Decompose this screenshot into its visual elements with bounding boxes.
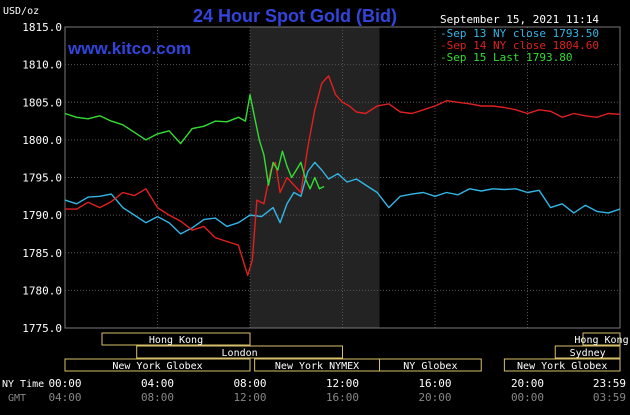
- y-tick-label: 1775.0: [22, 322, 62, 335]
- y-tick-label: 1785.0: [22, 247, 62, 260]
- ny-time-tick: 04:00: [141, 377, 174, 390]
- brand-watermark: www.kitco.com: [67, 39, 191, 58]
- market-label: New York Globex: [517, 361, 607, 372]
- legend-entry-sep15: -Sep 15 Last 1793.80: [440, 51, 572, 64]
- ny-time-label: NY Time: [2, 379, 44, 390]
- market-box: [379, 358, 482, 372]
- gmt-time-tick: 00:00: [511, 391, 544, 404]
- market-box: [101, 332, 251, 346]
- market-label: NY Globex: [403, 361, 457, 372]
- market-box: [503, 358, 621, 372]
- gmt-time-tick: 12:00: [233, 391, 266, 404]
- y-tick-label: 1795.0: [22, 172, 62, 185]
- legend-box: [437, 10, 622, 67]
- market-sessions: Hong Kong Hong Kong London Sydney New York G…: [64, 332, 629, 372]
- legend-timestamp: September 15, 2021 11:14: [440, 13, 599, 26]
- market-box: [554, 345, 621, 359]
- market-label: Hong Kong: [149, 335, 203, 346]
- y-tick-label: 1790.0: [22, 209, 62, 222]
- gmt-time-tick: 04:00: [48, 391, 81, 404]
- ny-time-tick: 16:00: [418, 377, 451, 390]
- plot-area: 1775.0 1780.0 1785.0 1790.0 1795.0 1800.0 1805…: [22, 21, 621, 335]
- market-label: Sydney: [570, 348, 606, 359]
- gmt-time-tick: 16:00: [326, 391, 359, 404]
- series-line-sep13: [64, 161, 621, 235]
- legend-entry-sep14: -Sep 14 NY close 1804.60: [440, 39, 599, 52]
- legend-entry-sep13: -Sep 13 NY close 1793.50: [440, 27, 599, 40]
- series-line-sep14: [65, 75, 621, 276]
- ny-time-tick: 08:00: [233, 377, 266, 390]
- market-box: [582, 332, 621, 346]
- y-tick-label: 1800.0: [22, 134, 62, 147]
- ny-time-tick: 00:00: [48, 377, 81, 390]
- time-axis: NY Time GMT 00:0004:0004:0008:0008:0012:…: [2, 377, 626, 404]
- gmt-label: GMT: [8, 393, 26, 404]
- market-label: London: [222, 348, 258, 359]
- gmt-time-tick: 08:00: [141, 391, 174, 404]
- chart-title: 24 Hour Spot Gold (Bid): [193, 6, 397, 26]
- market-label: Hong Kong: [574, 335, 628, 346]
- y-tick-label: 1815.0: [22, 21, 62, 34]
- series-line-sep15: [64, 93, 325, 190]
- y-tick-label: 1780.0: [22, 284, 62, 297]
- ny-time-tick: 23:59: [593, 377, 626, 390]
- market-label: New York NYMEX: [275, 361, 359, 372]
- y-tick-label: 1810.0: [22, 59, 62, 72]
- market-label: New York Globex: [112, 361, 202, 372]
- ny-time-tick: 12:00: [326, 377, 359, 390]
- ny-time-tick: 20:00: [511, 377, 544, 390]
- gmt-time-tick: 03:59: [593, 391, 626, 404]
- y-unit-label: USD/oz: [3, 6, 39, 17]
- market-box: [64, 358, 251, 372]
- y-tick-label: 1805.0: [22, 96, 62, 109]
- market-box: [136, 345, 343, 359]
- plot-frame: [64, 26, 621, 329]
- gmt-time-tick: 20:00: [418, 391, 451, 404]
